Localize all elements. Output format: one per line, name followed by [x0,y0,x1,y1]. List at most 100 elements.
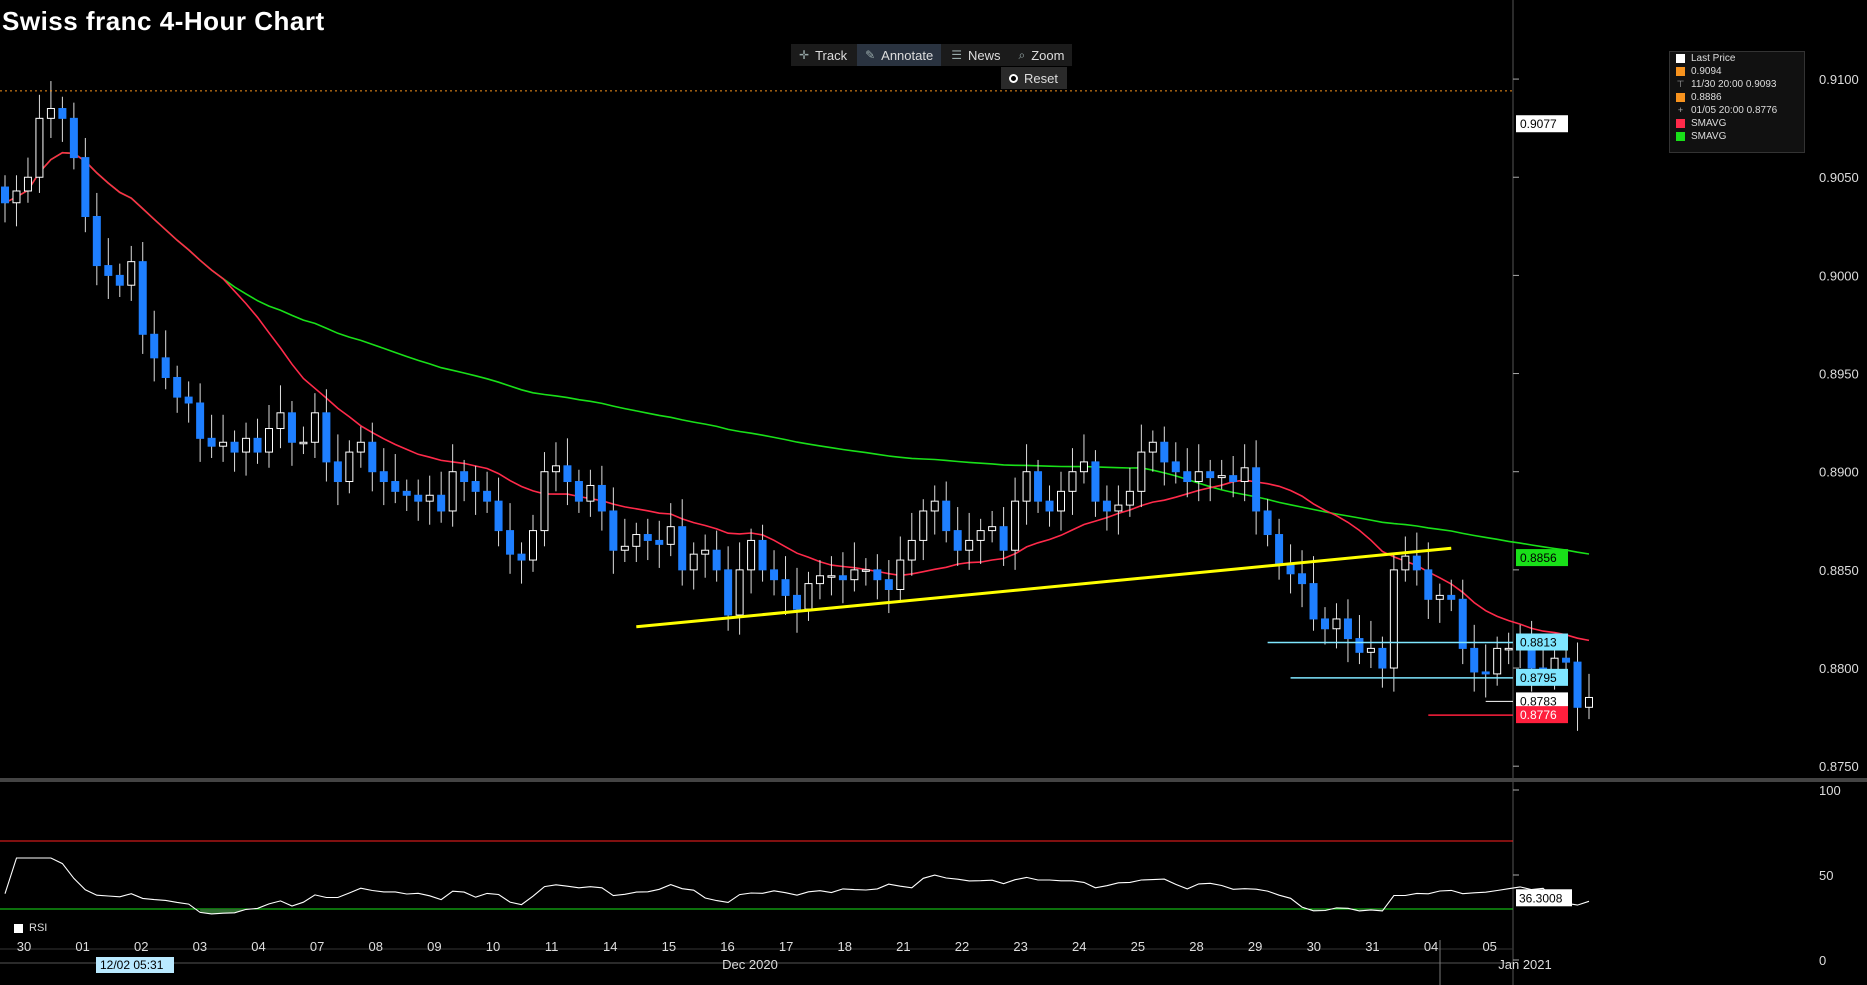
news-button[interactable]: ☰ News [943,44,1008,66]
legend-swatch [1676,132,1685,141]
candle [265,428,273,453]
price-tag [1516,115,1568,133]
candle [1355,638,1364,653]
x-tick-label: 15 [662,939,676,954]
x-tick-label: 28 [1189,939,1203,954]
price-tick-label: 0.8900 [1819,465,1859,480]
candle [1171,461,1180,473]
candle [104,265,113,276]
candle [333,461,342,483]
candle [1424,569,1433,600]
candle [368,441,377,473]
price-tick-label: 0.8750 [1819,759,1859,774]
candle [735,569,744,616]
track-button[interactable]: ✛ Track [791,44,855,66]
candle [184,396,193,404]
candle [1332,618,1341,630]
zoom-button[interactable]: ⌕ Zoom [1010,44,1072,66]
candle [827,575,836,578]
legend-swatch [1676,54,1685,63]
price-tag-label: 0.8856 [1520,551,1557,565]
candle [1183,471,1192,483]
candle [196,402,205,439]
candle [965,539,974,551]
chart-title: Swiss franc 4-Hour Chart [2,6,325,36]
candle [1573,661,1582,708]
candle [1309,583,1318,620]
candle [23,176,32,192]
candle [1148,441,1157,453]
legend-label: SMAVG [1691,131,1727,142]
x-tick-label: 29 [1248,939,1262,954]
candle [173,376,182,398]
pencil-icon: ✎ [865,48,876,62]
candle [1114,504,1123,512]
x-month-label: Jan 2021 [1498,957,1552,972]
candle [1585,696,1593,708]
candle [1034,471,1043,502]
candle [540,471,549,532]
candle [1504,647,1513,651]
candle [1343,618,1352,640]
candle [414,494,423,502]
candle [1125,490,1134,506]
candle [953,530,962,551]
price-tick-label: 0.9050 [1819,170,1859,185]
candle [643,534,652,541]
candle [1206,471,1215,479]
x-tick-label: 11 [545,939,559,954]
x-tick-label: 17 [779,939,793,954]
candle [574,481,583,502]
legend-item: ⊤ 11/30 20:00 0.9093 [1670,78,1804,91]
x-tick-label: 07 [310,939,324,954]
chart-legend: Last Price 0.9094 ⊤ 11/30 20:00 0.9093 0.888… [1669,51,1805,153]
candle [1321,618,1329,630]
candle [345,451,354,483]
candle [1022,471,1031,502]
candle [69,117,78,159]
candle [770,569,779,581]
candle [666,526,675,545]
reset-button[interactable]: Reset [1001,67,1067,89]
candle [988,526,997,532]
candle [207,437,216,447]
price-tag-label: 0.8795 [1520,671,1557,685]
candle [884,579,893,590]
annotate-label: Annotate [881,47,934,63]
rsi-tick-label: 100 [1819,783,1841,798]
annotate-button[interactable]: ✎ Annotate [857,44,942,66]
price-tag [1516,633,1568,651]
candle [1229,475,1238,483]
candle [299,441,308,445]
candle [976,530,985,541]
rsi-tick-label: 50 [1819,868,1833,883]
candle [1252,467,1261,512]
candle [391,481,400,492]
candle [1160,441,1169,463]
candle [873,569,882,581]
candle [1137,451,1146,492]
candle [1412,555,1421,571]
x-tick-label: 05 [1482,939,1496,954]
candle [242,437,251,453]
candle [632,534,641,547]
candle [322,412,331,463]
candle [930,500,939,512]
candle [655,539,664,545]
x-tick-label: 09 [427,939,441,954]
low-marker-icon: + [1677,105,1684,115]
rsi-legend-label: RSI [29,922,48,934]
legend-item: 0.9094 [1670,65,1804,78]
news-icon: ☰ [951,48,962,62]
x-tick-label: 08 [369,939,383,954]
price-tag-label: 0.9077 [1520,117,1557,131]
candle [1298,573,1307,585]
candle [12,190,21,204]
chart-toolbar: ✛ Track ✎ Annotate ☰ News ⌕ Zoom [791,44,1073,66]
candle [586,484,595,502]
rsi-value-tag [1516,889,1572,907]
candle [712,549,721,571]
x-tick-label: 24 [1072,939,1086,954]
rsi-tick-label: 0 [1819,953,1826,968]
